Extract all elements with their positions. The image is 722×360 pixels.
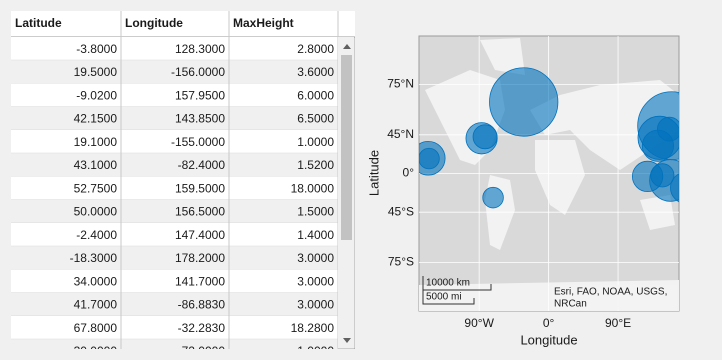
cell: -18.3000 xyxy=(70,251,118,265)
bubble xyxy=(641,129,674,162)
bubble xyxy=(482,186,504,209)
scroll-thumb[interactable] xyxy=(341,55,352,240)
y-tick-label: 75°N xyxy=(387,77,414,91)
scrollbar[interactable] xyxy=(338,37,354,348)
table-row xyxy=(11,176,338,200)
table-row xyxy=(11,316,338,340)
cell: 156.5000 xyxy=(175,205,225,219)
column-header: MaxHeight xyxy=(233,16,294,30)
cell: 41.7000 xyxy=(74,298,118,312)
table-row xyxy=(11,83,338,107)
scale-bar xyxy=(422,276,492,305)
cell: -82.4000 xyxy=(178,158,226,172)
cell: -86.8830 xyxy=(178,298,226,312)
cell: 1.5000 xyxy=(297,205,334,219)
x-tick-label: 90°W xyxy=(464,316,494,330)
cell: 1.0000 xyxy=(297,344,334,358)
cell: 141.7000 xyxy=(175,274,225,288)
table-row xyxy=(11,37,338,61)
cell: -3.8000 xyxy=(76,42,117,56)
attribution: Esri, FAO, NOAA, USGS, xyxy=(554,287,667,298)
cell: 67.8000 xyxy=(74,321,118,335)
attribution-box xyxy=(552,285,677,310)
cell: 52.7500 xyxy=(74,181,118,195)
scroll-up[interactable] xyxy=(343,44,351,49)
cell: 157.9500 xyxy=(175,88,225,102)
scale-label: 5000 mi xyxy=(426,292,462,303)
cell: -9.0200 xyxy=(76,88,117,102)
cell: 34.0000 xyxy=(74,274,118,288)
bubble xyxy=(489,67,559,137)
cell: 6.5000 xyxy=(297,112,334,126)
cell: -2.4000 xyxy=(76,228,117,242)
table-row xyxy=(11,223,338,247)
cell: 50.0000 xyxy=(74,205,118,219)
cell: -72.0000 xyxy=(178,344,226,358)
bubble xyxy=(465,122,498,155)
x-tick-label: 0° xyxy=(543,316,555,330)
table-row xyxy=(11,153,338,177)
table-row xyxy=(11,246,338,270)
table-row xyxy=(11,60,338,84)
cell: -156.0000 xyxy=(171,65,225,79)
scale-label: 10000 km xyxy=(426,278,470,289)
cell: 147.4000 xyxy=(175,228,225,242)
cell: 19.1000 xyxy=(74,135,118,149)
cell: 178.2000 xyxy=(175,251,225,265)
cell: 6.0000 xyxy=(297,88,334,102)
column-header: Longitude xyxy=(125,16,183,30)
cell: 3.0000 xyxy=(297,251,334,265)
y-tick-label: 0° xyxy=(403,166,415,180)
bubble xyxy=(670,173,679,203)
scroll-down[interactable] xyxy=(343,338,351,343)
attribution: NRCan xyxy=(554,299,587,310)
cell: 1.4000 xyxy=(297,228,334,242)
table-row xyxy=(11,339,338,349)
cell: 159.5000 xyxy=(175,181,225,195)
y-axis-label: Latitude xyxy=(366,150,381,196)
cell: 3.0000 xyxy=(297,274,334,288)
column-header: Latitude xyxy=(15,16,62,30)
bubble xyxy=(419,147,440,170)
cell: 1.5200 xyxy=(297,158,334,172)
x-axis-label: Longitude xyxy=(520,332,577,347)
cell: 19.5000 xyxy=(74,65,118,79)
y-tick-label: 75°S xyxy=(388,255,414,269)
cell: 42.1500 xyxy=(74,112,118,126)
bubble xyxy=(650,163,675,188)
table[interactable]: Latitude Longitude MaxHeight -3.8000 128.300… xyxy=(11,11,355,360)
cell: 2.8000 xyxy=(297,42,334,56)
cell: -32.2830 xyxy=(178,321,226,335)
map[interactable]: Esri, FAO, NOAA, USGS, NRCan 10000 km 50… xyxy=(366,35,705,347)
y-tick-label: 45°S xyxy=(388,204,414,218)
table-row xyxy=(11,130,338,154)
cell: 18.2800 xyxy=(291,321,335,335)
cell: -155.0000 xyxy=(171,135,225,149)
header-row xyxy=(11,11,355,37)
cell: 1.0000 xyxy=(297,135,334,149)
cell: -30.0000 xyxy=(70,344,118,358)
y-tick-label: 45°N xyxy=(387,127,414,141)
cell: 43.1000 xyxy=(74,158,118,172)
cell: 143.8500 xyxy=(175,112,225,126)
table-row xyxy=(11,199,338,223)
cell: 128.3000 xyxy=(175,42,225,56)
cell: 18.0000 xyxy=(291,181,335,195)
table-row xyxy=(11,292,338,316)
cell: 3.6000 xyxy=(297,65,334,79)
table-row xyxy=(11,106,338,130)
x-tick-label: 90°E xyxy=(605,316,631,330)
table-row xyxy=(11,269,338,293)
cell: 3.0000 xyxy=(297,298,334,312)
